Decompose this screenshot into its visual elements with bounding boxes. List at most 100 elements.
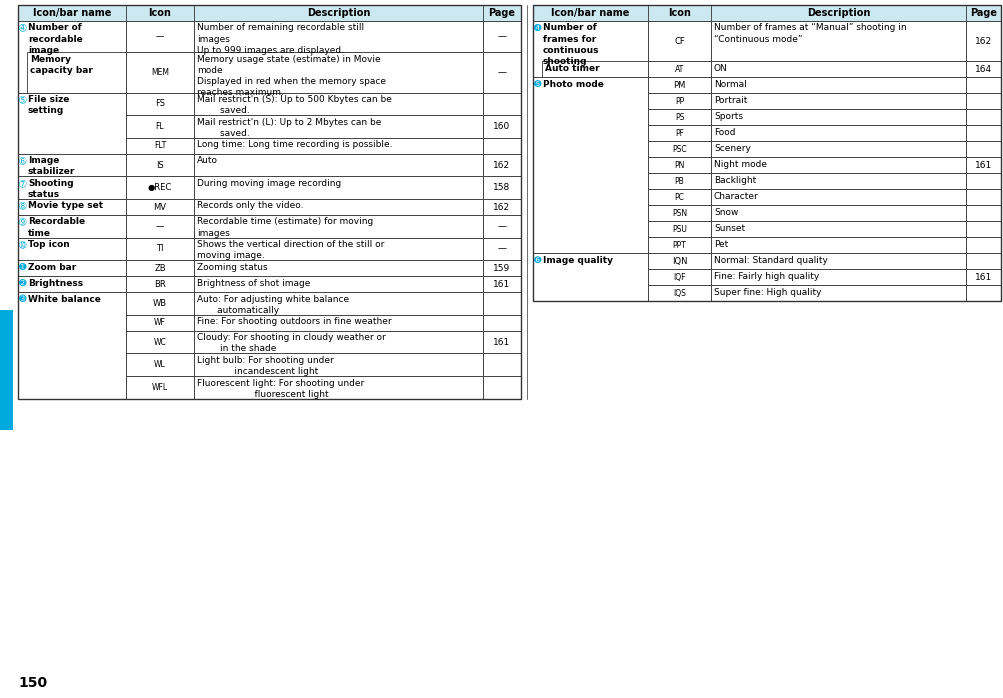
Text: Normal: Normal xyxy=(713,80,746,89)
Text: Snow: Snow xyxy=(713,208,737,216)
Bar xyxy=(710,94,965,109)
Bar xyxy=(18,5,521,399)
Text: BR: BR xyxy=(154,280,165,289)
Bar xyxy=(647,109,710,125)
Text: 162: 162 xyxy=(974,36,991,45)
Text: PB: PB xyxy=(674,177,684,186)
Bar xyxy=(647,141,710,157)
Bar xyxy=(194,138,482,154)
Text: Description: Description xyxy=(806,8,870,18)
Text: Shows the vertical direction of the still or
moving image.: Shows the vertical direction of the stil… xyxy=(197,240,384,260)
Bar xyxy=(482,21,521,52)
Bar xyxy=(647,77,710,94)
Text: Brightness: Brightness xyxy=(28,279,83,288)
Bar xyxy=(125,115,194,138)
Text: ➏: ➏ xyxy=(534,255,541,265)
Text: PM: PM xyxy=(673,81,685,90)
Bar xyxy=(18,292,125,399)
Bar xyxy=(18,21,125,93)
Bar xyxy=(482,276,521,292)
Bar xyxy=(125,353,194,376)
Bar xyxy=(194,260,482,276)
Text: PSU: PSU xyxy=(671,225,686,234)
Bar xyxy=(533,21,647,77)
Text: Mail restrict'n (L): Up to 2 Mbytes can be
        saved.: Mail restrict'n (L): Up to 2 Mbytes can … xyxy=(197,118,381,138)
Text: Zooming status: Zooming status xyxy=(197,262,268,272)
Text: 159: 159 xyxy=(492,264,511,273)
Bar xyxy=(647,173,710,189)
Text: Long time: Long time recording is possible.: Long time: Long time recording is possib… xyxy=(197,140,392,149)
Bar xyxy=(194,115,482,138)
Text: Page: Page xyxy=(488,8,515,18)
Bar xyxy=(647,94,710,109)
Bar xyxy=(710,285,965,302)
Bar xyxy=(194,315,482,331)
Text: —: — xyxy=(155,222,164,231)
Text: Shooting
status: Shooting status xyxy=(28,179,73,199)
Text: —: — xyxy=(155,32,164,41)
Bar xyxy=(647,269,710,285)
Text: TI: TI xyxy=(156,244,163,253)
Text: Fine: For shooting outdoors in fine weather: Fine: For shooting outdoors in fine weat… xyxy=(197,318,391,326)
Text: —: — xyxy=(497,244,506,253)
Text: Pet: Pet xyxy=(713,239,727,248)
Bar xyxy=(647,205,710,221)
Bar xyxy=(965,141,1000,157)
Text: Fluorescent light: For shooting under
                    fluorescent light: Fluorescent light: For shooting under fl… xyxy=(197,378,364,399)
Bar xyxy=(125,138,194,154)
Bar xyxy=(482,237,521,260)
Text: IS: IS xyxy=(156,161,163,170)
Bar xyxy=(482,315,521,331)
Bar xyxy=(18,5,521,21)
Bar xyxy=(542,61,647,77)
Bar xyxy=(194,52,482,93)
Text: ➋: ➋ xyxy=(19,279,26,288)
Bar xyxy=(965,285,1000,302)
Bar xyxy=(194,376,482,399)
Bar xyxy=(482,52,521,93)
Text: ➊: ➊ xyxy=(19,262,26,272)
Text: IQF: IQF xyxy=(673,273,685,282)
Bar xyxy=(710,189,965,205)
Bar xyxy=(125,276,194,292)
Text: Memory
capacity bar: Memory capacity bar xyxy=(30,55,93,75)
Bar xyxy=(125,376,194,399)
Bar xyxy=(18,93,125,154)
Text: Food: Food xyxy=(713,128,735,137)
Text: File size
setting: File size setting xyxy=(28,95,69,115)
Bar xyxy=(965,237,1000,253)
Text: ➈: ➈ xyxy=(19,218,26,226)
Text: MV: MV xyxy=(153,202,166,211)
Text: White balance: White balance xyxy=(28,295,100,304)
Bar xyxy=(710,61,965,77)
Text: —: — xyxy=(497,222,506,231)
Bar xyxy=(647,125,710,141)
Bar xyxy=(710,237,965,253)
Bar xyxy=(125,154,194,177)
Text: 158: 158 xyxy=(492,183,511,192)
Bar xyxy=(18,237,125,260)
Bar xyxy=(482,177,521,199)
Bar xyxy=(533,5,1000,302)
Text: WF: WF xyxy=(153,318,165,327)
Text: IQN: IQN xyxy=(671,257,687,266)
Bar xyxy=(965,189,1000,205)
Text: WC: WC xyxy=(153,338,166,347)
Bar xyxy=(194,292,482,315)
Text: Number of frames at “Manual” shooting in
“Continuous mode”: Number of frames at “Manual” shooting in… xyxy=(713,24,906,43)
Text: ➉: ➉ xyxy=(19,240,26,249)
Bar xyxy=(125,215,194,237)
Text: Super fine: High quality: Super fine: High quality xyxy=(713,288,820,297)
Text: 164: 164 xyxy=(974,65,991,74)
Text: 161: 161 xyxy=(492,338,511,347)
Text: PF: PF xyxy=(674,128,683,138)
Bar xyxy=(194,331,482,353)
Text: ➌: ➌ xyxy=(19,295,26,304)
Bar xyxy=(533,253,647,302)
Text: 162: 162 xyxy=(492,161,511,170)
Bar xyxy=(533,77,647,253)
Bar xyxy=(710,253,965,269)
Bar xyxy=(482,138,521,154)
Bar xyxy=(965,94,1000,109)
Text: PC: PC xyxy=(674,193,684,202)
